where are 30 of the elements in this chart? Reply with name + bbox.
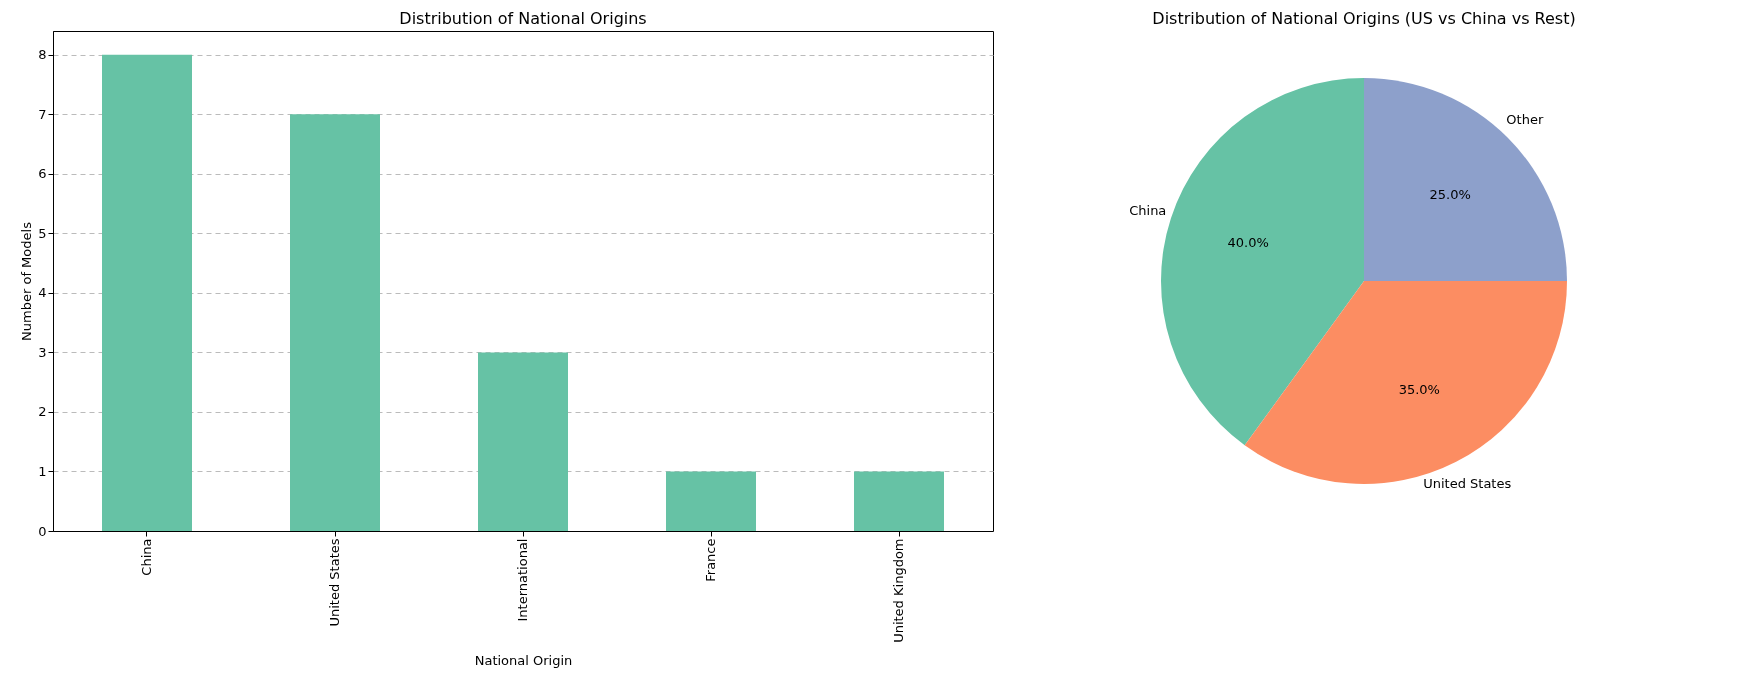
y-tick-label: 3 bbox=[38, 344, 47, 360]
y-tick-label: 4 bbox=[38, 285, 47, 301]
y-tick-label: 7 bbox=[38, 106, 47, 122]
x-axis-title: National Origin bbox=[474, 652, 573, 668]
bar bbox=[478, 352, 568, 531]
slice-label: China bbox=[1129, 202, 1167, 218]
y-tick-label: 5 bbox=[38, 225, 47, 241]
chart-title: Distribution of National Origins bbox=[399, 9, 647, 28]
bar bbox=[290, 114, 380, 531]
chart-title: Distribution of National Origins (US vs China vs Rest) bbox=[1152, 9, 1576, 28]
slice-label: United States bbox=[1423, 475, 1512, 491]
y-tick-label: 1 bbox=[38, 463, 47, 479]
y-tick-label: 0 bbox=[38, 523, 47, 539]
data-label: 35.0% bbox=[1398, 381, 1440, 397]
y-tick-label: 6 bbox=[38, 166, 47, 182]
bar bbox=[854, 471, 944, 531]
y-tick-label: 2 bbox=[38, 404, 47, 420]
bar bbox=[102, 54, 192, 531]
data-label: 40.0% bbox=[1227, 235, 1269, 251]
data-label: 25.0% bbox=[1429, 186, 1471, 202]
y-axis-title: Number of Models bbox=[19, 221, 35, 341]
slice-label: Other bbox=[1506, 112, 1544, 128]
x-tick-label: International bbox=[515, 538, 530, 622]
x-tick-label: China bbox=[139, 538, 154, 576]
pie-slice bbox=[1364, 78, 1567, 281]
x-tick-label: United States bbox=[327, 538, 342, 627]
x-tick-label: France bbox=[703, 538, 718, 582]
bar bbox=[666, 471, 756, 531]
y-tick-label: 8 bbox=[38, 47, 47, 63]
x-tick-label: United Kingdom bbox=[891, 538, 906, 643]
